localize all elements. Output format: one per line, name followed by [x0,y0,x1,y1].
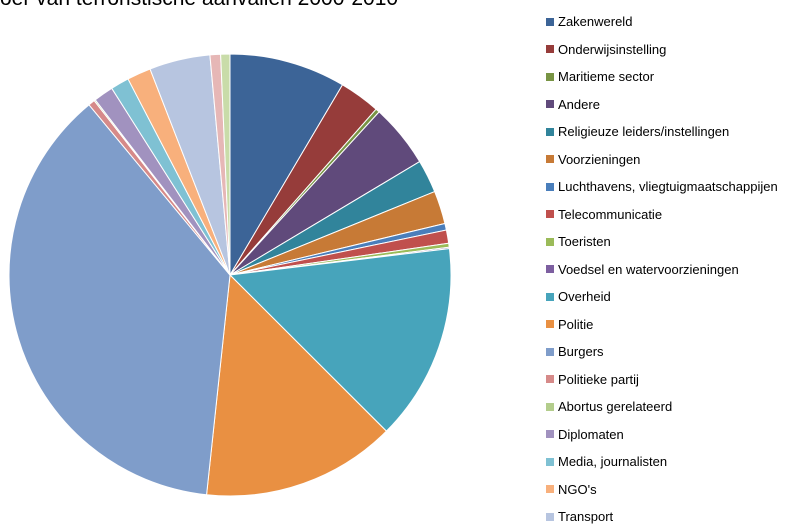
pie-slice-10 [228,248,452,432]
legend-swatch [546,265,554,274]
legend-label: Voorzieningen [558,151,641,167]
legend-item: Luchthavens, vliegtuigmaatschappijen [546,173,778,201]
legend-item: Burgers [546,338,778,366]
legend-item: Maritieme sector [546,63,778,91]
legend-label: Zakenwereld [558,14,633,30]
legend-swatch [546,347,554,356]
legend-label: Diplomaten [558,426,624,442]
pie-chart [8,53,452,497]
legend-item: Religieuze leiders/instellingen [546,118,778,146]
pie-slice-20 [220,53,231,276]
legend-item: Overheid [546,283,778,311]
legend-item: Onderwijsinstelling [546,36,778,64]
legend-label: Voedsel en watervoorzieningen [558,261,739,277]
legend-swatch [546,210,554,219]
legend-swatch [546,237,554,246]
legend-label: Media, journalisten [558,454,668,470]
legend-item: Diplomaten [546,421,778,449]
legend-item: Telecommunicatie [546,201,778,229]
legend-item: Politie [546,311,778,339]
legend-label: Andere [558,96,600,112]
legend-label: Luchthavens, vliegtuigmaatschappijen [558,179,778,195]
pie-slice-0 [229,53,344,277]
legend-swatch [546,72,554,81]
pie-slice-12 [8,104,231,496]
legend-swatch [546,45,554,54]
legend-item: Media, journalisten [546,448,778,476]
legend-swatch [546,182,554,191]
legend-label: Maritieme sector [558,69,655,85]
legend-label: Toeristen [558,234,611,250]
legend-item: Voedsel en watervoorzieningen [546,256,778,284]
chart-title: oer van terroristische aanvallen 2000-20… [0,0,398,11]
legend-swatch [546,100,554,109]
legend-label: Telecommunicatie [558,206,663,222]
legend-label: Politie [558,316,594,332]
legend-label: Onderwijsinstelling [558,41,667,57]
legend-swatch [546,155,554,164]
legend-item: Toeristen [546,228,778,256]
chart-legend: Zakenwereld Onderwijsinstelling Maritieme … [546,8,778,531]
legend-swatch [546,430,554,439]
legend-label: NGO's [558,481,597,497]
legend-label: Burgers [558,344,604,360]
legend-item: Abortus gerelateerd [546,393,778,421]
legend-swatch [546,485,554,494]
legend-swatch [546,127,554,136]
legend-item: Voorzieningen [546,146,778,174]
legend-swatch [546,320,554,329]
legend-swatch [546,402,554,411]
legend-swatch [546,292,554,301]
legend-label: Overheid [558,289,611,305]
legend-swatch [546,457,554,466]
legend-swatch [546,17,554,26]
legend-label: Religieuze leiders/instellingen [558,124,730,140]
legend-item: Politieke partij [546,366,778,394]
legend-swatch [546,375,554,384]
legend-label: Abortus gerelateerd [558,399,673,415]
legend-item: Andere [546,91,778,119]
pie-slice-11 [206,273,388,497]
legend-item: NGO's [546,476,778,504]
legend-item: Zakenwereld [546,8,778,36]
legend-label: Politieke partij [558,371,639,387]
